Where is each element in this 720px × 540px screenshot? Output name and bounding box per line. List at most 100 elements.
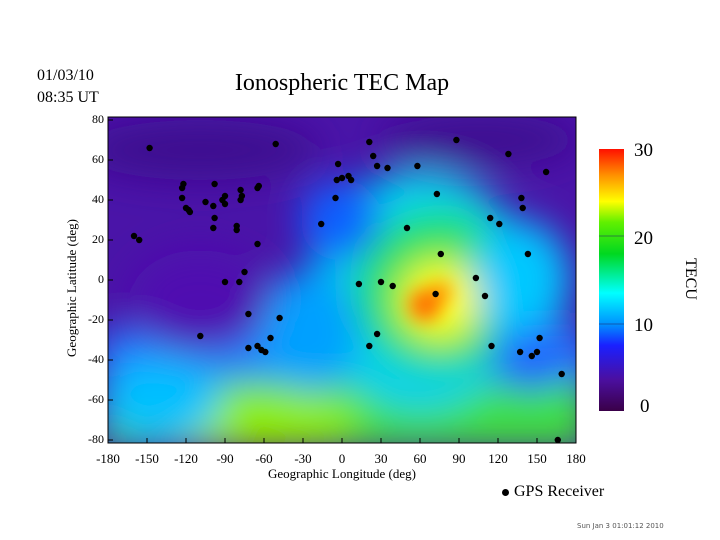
colorbar-tick: 30 [634,140,653,161]
gps-receiver [233,226,240,234]
axis-ticks [107,119,577,443]
colorbar-label: TECU [682,258,699,300]
gps-receiver [267,334,274,342]
x-tick-label: 150 [527,451,547,466]
gps-receiver [487,214,494,222]
gps-receiver [221,192,229,200]
gps-receiver [366,342,373,350]
gps-receiver [245,344,252,352]
gps-receiver [528,352,535,360]
gps-receiver [254,240,261,248]
gps-receiver [178,184,186,192]
timestamp: Sun Jan 3 01:01:12 2010 [577,522,664,530]
y-tick-label: -60 [88,392,104,406]
x-tick-label: -90 [216,451,234,466]
x-tick-label: 120 [488,451,508,466]
date-time: 01/03/10 08:35 UT [37,65,99,109]
tec-heatmap [108,117,576,443]
gps-receiver [481,292,489,300]
gps-receiver [178,194,186,202]
gps-receiver [488,342,495,350]
gps-receiver [433,190,441,198]
x-tick-label: 90 [452,451,466,466]
gps-receiver [524,250,532,258]
gps-receiver [197,332,204,340]
gps-receiver [370,152,377,160]
gps-receiver [554,436,561,443]
gps-receiver [437,250,444,258]
gps-receiver [202,198,209,206]
y-tick-label: 60 [92,152,104,166]
gps-receiver [333,176,340,184]
gps-receiver [519,204,526,212]
gps-receiver [536,334,543,342]
gps-receiver [518,194,525,202]
gps-receiver [373,162,381,170]
gps-receiver [146,144,153,152]
gps-receiver [453,136,460,144]
gps-receiver [185,206,192,214]
gps-receiver [210,202,217,210]
gps-receiver [389,282,396,290]
gps-receiver [255,182,262,190]
x-tick-label: -30 [294,451,312,466]
gps-receiver [210,224,217,232]
gps-receiver [366,138,373,146]
gps-receiver [245,310,252,318]
gps-receiver [558,370,565,378]
y-tick-label: 20 [92,232,104,246]
gps-receiver [236,278,243,286]
chart-title: Ionospheric TEC Map [234,70,450,96]
x-tick-label: -150 [135,451,159,466]
y-tick-label: 0 [98,272,104,286]
gps-receiver [272,140,279,148]
legend-label: GPS Receiver [514,483,605,500]
time-label: 08:35 UT [37,89,99,106]
x-tick-label: 60 [413,451,427,466]
gps-receiver [338,174,346,182]
y-tick-label: -20 [88,312,104,326]
y-tick-label: 80 [92,112,104,126]
colorbar-tick: 20 [634,228,653,249]
gps-receiver [276,314,283,322]
gps-receiver [334,160,342,168]
gps-receiver-marker-icon [502,488,509,496]
gps-receiver [221,278,229,286]
gps-receiver [347,176,355,184]
colorbar [599,149,624,411]
x-tick-label: 30 [374,451,388,466]
gps-receiver [136,236,143,244]
gps-receiver [496,220,503,228]
date-label: 01/03/10 [37,67,94,84]
gps-receiver [377,278,385,286]
gps-receiver [238,192,246,200]
gps-receiver [211,180,218,188]
x-tick-label: 180 [566,451,586,466]
gps-receiver [254,342,261,350]
gps-receiver [373,330,381,338]
gps-receiver [472,274,480,282]
legend: GPS Receiver [502,483,604,501]
x-tick-label: -60 [255,451,273,466]
x-tick-label: -180 [96,451,120,466]
gps-receiver [262,348,269,356]
colorbar-tick: 10 [634,315,653,336]
y-tick-label: -40 [88,352,104,366]
gps-receiver [414,162,421,170]
gps-receiver [516,348,524,356]
x-tick-label: -120 [174,451,198,466]
gps-receivers [130,136,565,443]
gps-receiver [211,214,218,222]
gps-receiver [241,268,248,276]
x-tick-label: 0 [338,451,346,466]
gps-receiver [403,224,411,232]
x-axis-label: Geographic Longitude (deg) [267,466,416,481]
gps-receiver [332,194,339,202]
gps-receiver [432,290,439,298]
gps-receiver [130,232,138,240]
gps-receiver [221,200,229,208]
gps-receiver [505,150,512,158]
gps-receiver [384,164,391,172]
gps-receiver [355,280,363,288]
